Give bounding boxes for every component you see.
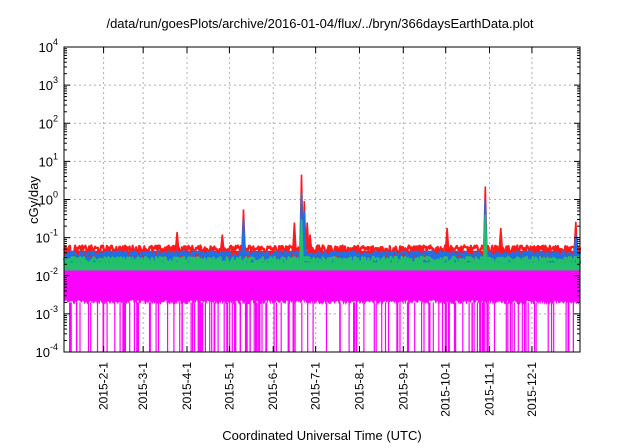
y-tick-exponent: 0 [53, 190, 58, 200]
red-series-spike [176, 232, 179, 249]
y-tick-exponent: -4 [50, 342, 58, 352]
x-tick-label: 2015-4-1 [180, 362, 194, 410]
y-tick-label: 10-1 [36, 228, 58, 246]
x-tick-label: 2015-11-1 [483, 362, 497, 416]
y-tick-label: 10-2 [36, 266, 58, 284]
x-tick-label: 2015-2-1 [97, 362, 111, 410]
y-tick-label: 10-4 [36, 342, 58, 360]
y-tick-exponent: 1 [53, 151, 58, 161]
grid-layer [64, 47, 580, 352]
x-tick-label: 2015-6-1 [266, 362, 280, 410]
y-tick-label: 10-3 [36, 304, 58, 322]
plot-frame [64, 47, 580, 352]
x-tick-label: 2015-12-1 [525, 362, 539, 417]
y-tick-exponent: 2 [53, 113, 58, 123]
y-tick-label: 104 [39, 37, 58, 55]
y-tick-label: 100 [39, 190, 58, 208]
data-layer [64, 175, 580, 352]
x-tick-label: 2015-8-1 [352, 362, 366, 410]
red-series-spike [446, 228, 449, 249]
y-tick-label: 101 [39, 151, 58, 169]
x-tick-label: 2015-9-1 [396, 362, 410, 410]
red-series-spike [309, 235, 312, 250]
y-axis-label: cGy/day [26, 176, 41, 224]
y-tick-exponent: -1 [50, 228, 58, 238]
y-tick-label: 102 [39, 113, 58, 131]
magenta-series-dropouts [70, 302, 574, 352]
x-tick-label: 2015-10-1 [439, 362, 453, 417]
green-series-band [64, 262, 580, 270]
red-series-spike [293, 223, 296, 250]
x-tick-label: 2015-5-1 [222, 362, 236, 410]
y-tick-exponent: 4 [53, 37, 58, 47]
red-series-spike [221, 235, 224, 250]
y-tick-label: 103 [39, 75, 58, 93]
y-tick-exponent: -2 [50, 266, 58, 276]
x-tick-label: 2015-7-1 [309, 362, 323, 410]
y-tick-exponent: 3 [53, 75, 58, 85]
y-tick-exponent: -3 [50, 304, 58, 314]
red-series-spike [499, 228, 502, 249]
x-tick-label: 2015-3-1 [136, 362, 150, 410]
